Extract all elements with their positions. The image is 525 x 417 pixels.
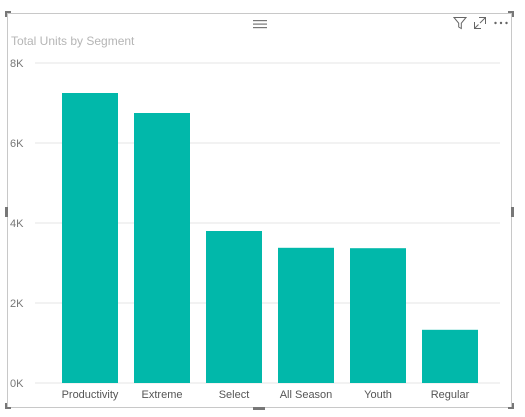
bar-4[interactable] <box>350 248 406 383</box>
y-tick-label-2: 4K <box>10 218 24 230</box>
resize-handle-bottom-right[interactable] <box>508 407 514 409</box>
bar-0[interactable] <box>62 93 118 383</box>
drag-grip-icon[interactable] <box>253 16 267 34</box>
x-tick-label-0: Productivity <box>62 389 119 401</box>
focus-mode-icon[interactable] <box>473 16 487 30</box>
x-tick-label-5: Regular <box>431 389 470 401</box>
bar-3[interactable] <box>278 247 334 383</box>
y-tick-label-3: 6K <box>10 138 24 150</box>
resize-handle-bottom-left-v[interactable] <box>5 403 7 409</box>
bar-1[interactable] <box>134 113 190 383</box>
resize-handle-right[interactable] <box>511 207 514 217</box>
resize-handle-top-right-v[interactable] <box>512 11 514 17</box>
resize-handle-bottom-right-v[interactable] <box>512 403 514 409</box>
resize-handle-left[interactable] <box>5 207 8 217</box>
more-options-icon[interactable] <box>493 16 509 30</box>
visual-header-toolbar <box>453 13 509 33</box>
resize-handle-top-left-v[interactable] <box>5 11 7 17</box>
y-tick-label-1: 2K <box>10 298 24 310</box>
bar-5[interactable] <box>422 329 478 383</box>
x-tick-label-2: Select <box>219 389 250 401</box>
resize-handle-top-right[interactable] <box>508 11 514 13</box>
x-tick-label-4: Youth <box>364 389 392 401</box>
y-tick-label-4: 8K <box>10 58 24 70</box>
resize-handle-top-left[interactable] <box>5 11 11 13</box>
filter-icon[interactable] <box>453 16 467 30</box>
chart-title: Total Units by Segment <box>11 34 135 48</box>
bar-2[interactable] <box>206 231 262 383</box>
resize-handle-bottom[interactable] <box>253 407 265 410</box>
resize-handle-bottom-left[interactable] <box>5 407 11 409</box>
x-tick-label-1: Extreme <box>142 389 183 401</box>
x-tick-label-3: All Season <box>280 389 333 401</box>
y-tick-label-0: 0K <box>10 378 24 390</box>
